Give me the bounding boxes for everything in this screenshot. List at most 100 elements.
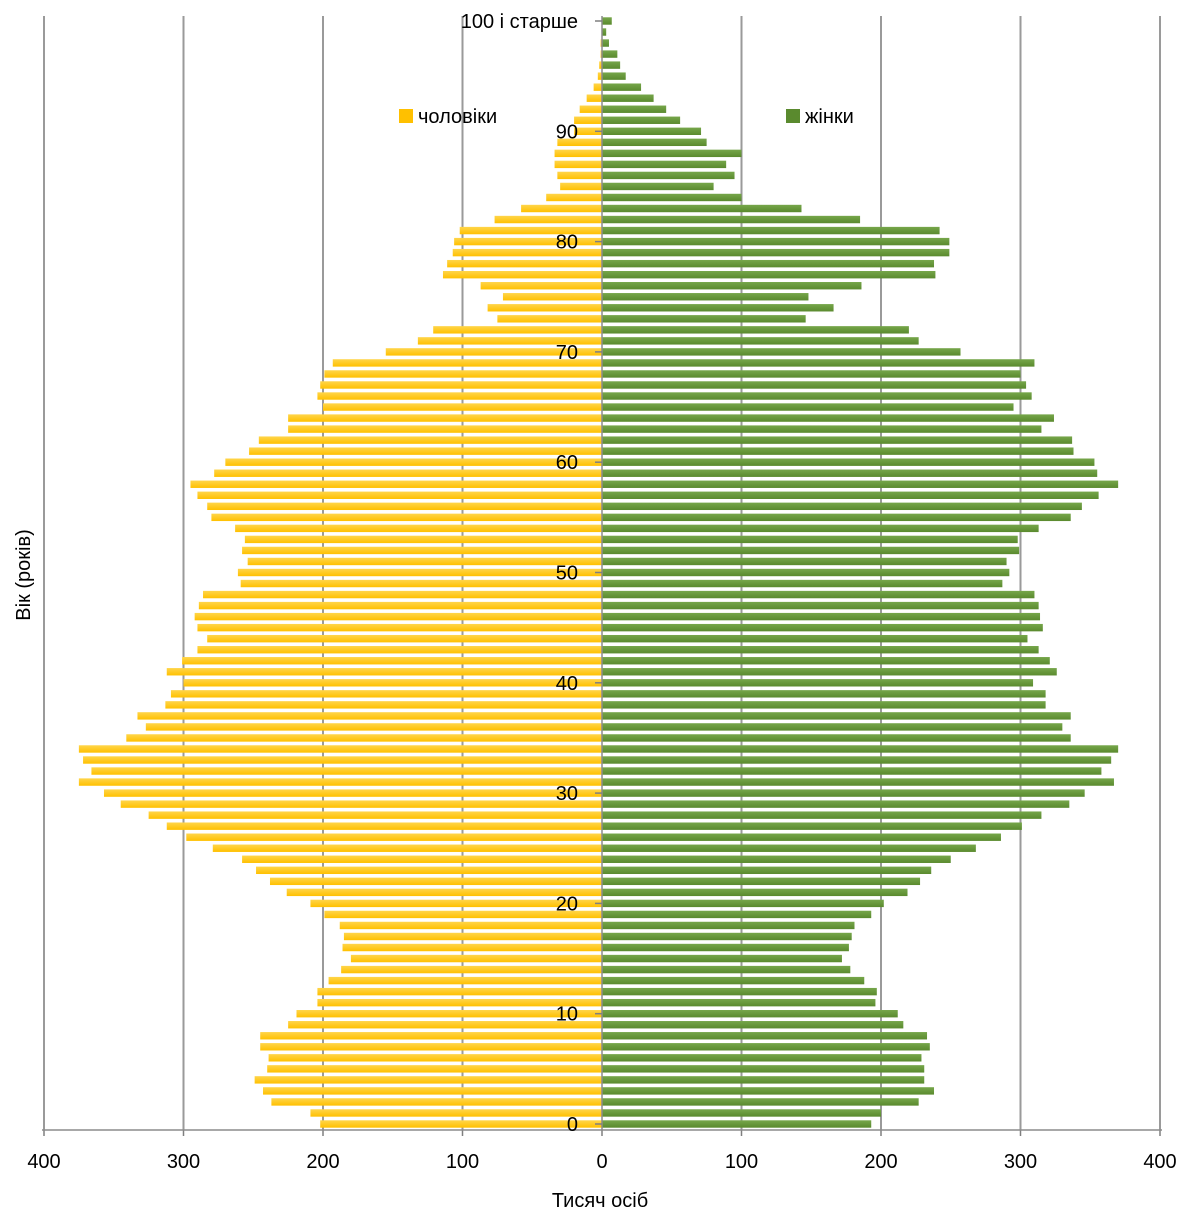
bar-female	[602, 403, 1014, 411]
bar-male	[597, 72, 602, 80]
bar-female	[602, 855, 951, 863]
bar-male	[247, 557, 603, 566]
y-tick-label: 50	[556, 563, 578, 585]
bar-male	[521, 204, 602, 213]
bar-male	[197, 646, 602, 654]
y-axis-title: Вік (років)	[13, 529, 35, 620]
bar-male	[317, 998, 602, 1007]
bar-female	[602, 943, 849, 952]
bar-female	[602, 833, 1001, 841]
bar-male	[452, 248, 602, 257]
bar-male	[454, 237, 602, 246]
bar-female	[602, 83, 642, 91]
bar-male	[235, 524, 603, 533]
bar-female	[602, 270, 936, 279]
bar-female	[602, 612, 1041, 621]
bar-female	[602, 690, 1046, 698]
bar-male	[574, 116, 602, 124]
bar-male	[148, 811, 602, 819]
bar-male	[78, 745, 602, 753]
bar-female	[602, 1043, 930, 1051]
bar-male	[214, 469, 602, 477]
bar-female	[602, 524, 1039, 533]
bar-male	[323, 403, 602, 411]
bar-male	[320, 1120, 602, 1128]
bar-male	[166, 822, 602, 830]
bar-female	[602, 469, 1098, 477]
bar-male	[225, 458, 602, 466]
bar-female	[602, 1032, 928, 1040]
bar-male	[317, 987, 602, 996]
bar-female	[602, 800, 1070, 808]
bar-female	[602, 1010, 898, 1018]
bar-male	[502, 293, 602, 301]
x-tick-label: 100	[446, 1151, 479, 1173]
bar-male	[579, 105, 602, 113]
bar-female	[602, 657, 1050, 665]
bar-female	[602, 94, 654, 102]
bar-female	[602, 491, 1099, 499]
bar-male	[442, 270, 602, 279]
bar-male	[586, 94, 602, 102]
bar-male	[91, 767, 603, 775]
x-tick-label: 400	[1143, 1151, 1176, 1173]
bar-male	[267, 1065, 602, 1073]
bar-male	[268, 1054, 602, 1062]
bar-male	[417, 337, 602, 345]
bar-female	[602, 248, 950, 257]
bar-female	[602, 822, 1022, 830]
bar-male	[83, 756, 602, 764]
bar-male	[310, 1109, 602, 1117]
tick-labels: 400 300 200 100 0 100 200 300 400 0 10 20 30 40 50 60 70…	[27, 11, 1176, 1173]
bar-male	[560, 182, 602, 191]
bar-male	[198, 601, 602, 610]
bar-female	[602, 987, 877, 996]
bar-male	[288, 1021, 602, 1029]
bar-male	[288, 425, 602, 433]
bar-female	[602, 72, 626, 80]
bar-female	[602, 502, 1082, 511]
bar-female	[602, 425, 1042, 433]
bar-female	[602, 634, 1028, 643]
bar-male	[203, 590, 602, 599]
bar-male	[166, 668, 602, 676]
bar-female	[602, 1065, 925, 1073]
bar-female	[602, 182, 714, 191]
y-tick-label: 90	[556, 121, 578, 143]
x-tick-label: 300	[167, 1151, 200, 1173]
bar-male	[332, 359, 602, 367]
bar-male	[190, 480, 602, 488]
bar-female	[602, 381, 1027, 389]
bar-female	[602, 866, 932, 875]
bar-female	[602, 61, 621, 69]
y-tick-label: 60	[556, 452, 578, 474]
bar-male	[186, 833, 603, 841]
bar-female	[602, 193, 742, 202]
bar-male	[237, 568, 602, 577]
bar-female	[602, 778, 1114, 786]
x-tick-label: 300	[1004, 1151, 1037, 1173]
bar-female	[602, 337, 919, 345]
bar-male	[126, 734, 603, 742]
y-tick-label: 40	[556, 673, 578, 695]
bar-male	[211, 513, 602, 522]
bar-female	[602, 623, 1043, 632]
bar-female	[602, 557, 1007, 566]
bar-male	[480, 282, 602, 290]
y-tick-label: 70	[556, 342, 578, 364]
bar-male	[260, 1032, 602, 1040]
bar-female	[602, 811, 1042, 819]
bar-male	[120, 800, 602, 808]
bar-female	[602, 414, 1054, 422]
bar-female	[602, 844, 976, 852]
bar-female	[602, 315, 806, 323]
bar-female	[602, 1120, 872, 1128]
bar-female	[602, 293, 809, 301]
bar-male	[433, 326, 602, 334]
x-tick-label: 200	[306, 1151, 339, 1173]
x-tick-label: 400	[27, 1151, 60, 1173]
bar-male	[78, 778, 602, 786]
y-tick-label: 20	[556, 893, 578, 915]
bar-male	[197, 491, 602, 499]
bar-male	[207, 634, 602, 643]
